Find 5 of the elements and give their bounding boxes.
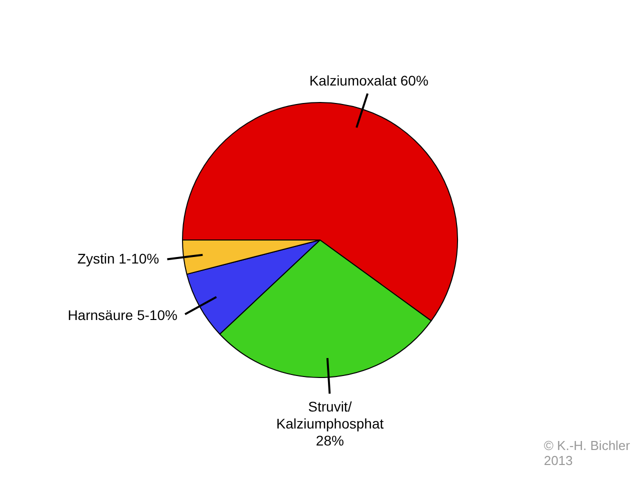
slice-label: Struvit/ Kalziumphosphat 28% [276, 398, 384, 449]
slice-label: Kalziumoxalat 60% [309, 72, 428, 88]
slice-label: Harnsäure 5-10% [68, 307, 178, 324]
text: © K.-H. Bichler 2013 [544, 438, 630, 468]
slice-label: Zystin 1-10% [77, 250, 160, 267]
